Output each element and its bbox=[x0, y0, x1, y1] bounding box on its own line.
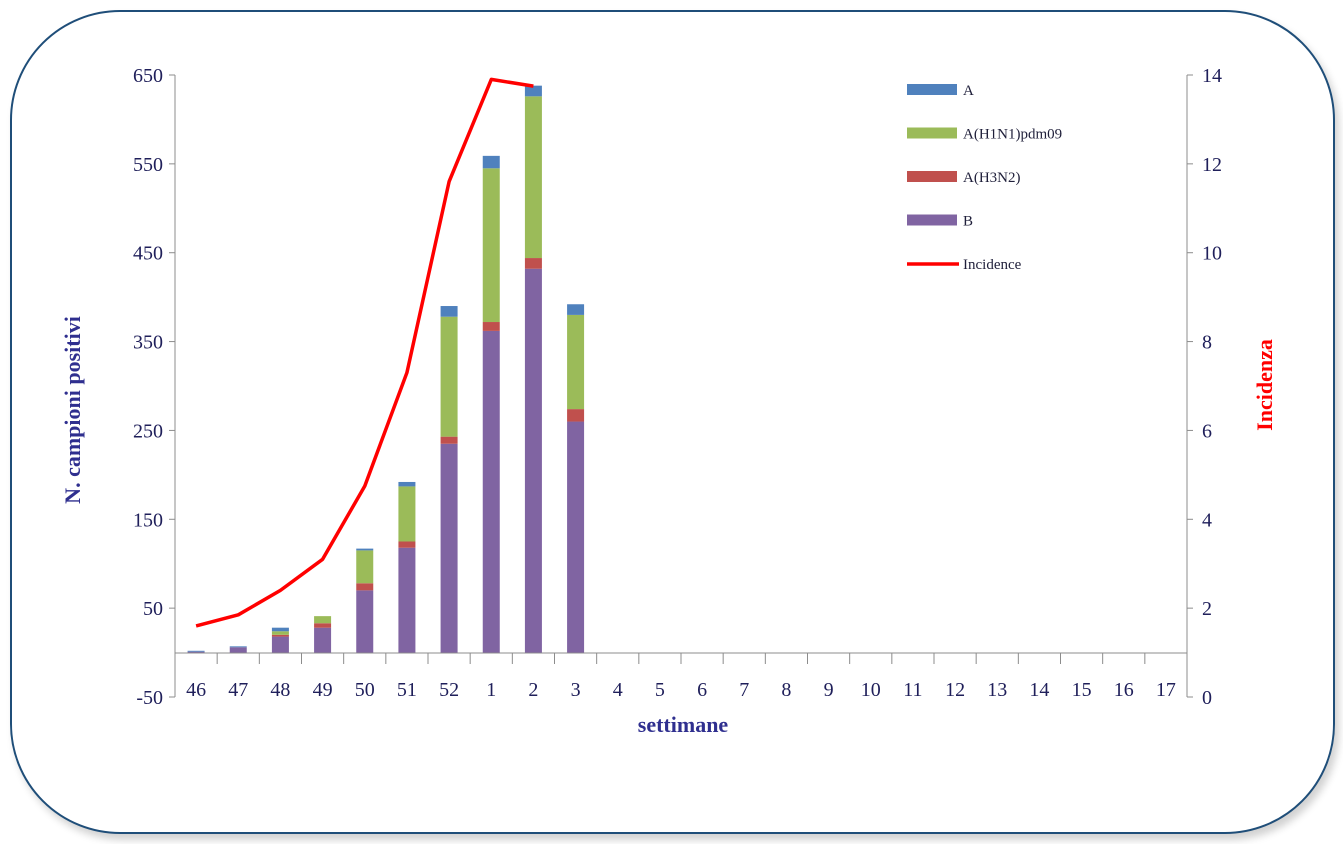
bar-segment bbox=[271, 627, 289, 632]
legend-label: Incidence bbox=[963, 257, 1022, 273]
x-tick-label: 14 bbox=[1029, 679, 1049, 701]
y-axis-title: N. campioni positivi bbox=[60, 316, 85, 504]
axes bbox=[169, 74, 1193, 698]
bar-segment bbox=[440, 443, 458, 653]
y2-tick-label: 6 bbox=[1202, 420, 1212, 442]
bar-segment bbox=[482, 330, 500, 653]
bar-segment bbox=[398, 547, 416, 653]
x-tick-label: 17 bbox=[1156, 679, 1176, 701]
x-tick-label: 4 bbox=[613, 679, 623, 701]
bar-segment bbox=[356, 548, 374, 551]
x-tick-label: 1 bbox=[486, 679, 496, 701]
y2-tick-label: 4 bbox=[1202, 509, 1212, 531]
bar-segment bbox=[440, 306, 458, 317]
y2-tick-label: 10 bbox=[1202, 243, 1222, 265]
y2-tick-label: 2 bbox=[1202, 598, 1212, 620]
bar-segment bbox=[398, 486, 416, 542]
bar-segment bbox=[229, 647, 247, 653]
y-tick-label: 650 bbox=[133, 65, 163, 87]
bar-segment bbox=[314, 623, 332, 628]
x-tick-label: 47 bbox=[228, 679, 248, 701]
incidence-line bbox=[195, 77, 534, 628]
bar-segment bbox=[314, 627, 332, 653]
x-tick-label: 16 bbox=[1114, 679, 1134, 701]
y-tick-label: 550 bbox=[133, 154, 163, 176]
bar-segment bbox=[440, 316, 458, 437]
x-tick-label: 51 bbox=[397, 679, 417, 701]
y-tick-label: 150 bbox=[133, 509, 163, 531]
bar-segment bbox=[524, 268, 542, 653]
bars bbox=[187, 85, 585, 653]
x-tick-label: 50 bbox=[355, 679, 375, 701]
legend-label: A(H3N2) bbox=[963, 170, 1021, 186]
bar-segment bbox=[271, 631, 289, 635]
legend-swatch bbox=[907, 84, 957, 95]
bar-segment bbox=[398, 541, 416, 548]
y2-tick-label: 8 bbox=[1202, 332, 1212, 354]
x-tick-label: 10 bbox=[861, 679, 881, 701]
bar-segment bbox=[440, 436, 458, 444]
x-axis-title: settimane bbox=[638, 712, 729, 737]
legend: A A(H1N1)pdm09 A(H3N2) B Incidence bbox=[907, 83, 1062, 273]
bar-segment bbox=[271, 634, 289, 637]
bar-segment bbox=[567, 409, 585, 422]
bar-segment bbox=[524, 85, 542, 97]
x-tick-label: 8 bbox=[781, 679, 791, 701]
bar-segment bbox=[482, 155, 500, 169]
legend-swatch bbox=[907, 214, 957, 226]
bar-segment bbox=[482, 322, 500, 331]
y-tick-label: 250 bbox=[133, 420, 163, 442]
y2-tick-label: 14 bbox=[1202, 65, 1222, 87]
bar-segment bbox=[229, 646, 247, 648]
y2-tick-label: 0 bbox=[1202, 687, 1212, 709]
bar-segment bbox=[482, 168, 500, 323]
x-tick-label: 46 bbox=[186, 679, 206, 701]
bar-segment bbox=[356, 550, 374, 584]
bar-segment bbox=[524, 96, 542, 259]
x-tick-label: 12 bbox=[945, 679, 965, 701]
bar-segment bbox=[356, 590, 374, 653]
y-tick-label: 50 bbox=[143, 598, 163, 620]
incidence-line-group bbox=[195, 77, 534, 628]
x-tick-label: 13 bbox=[987, 679, 1007, 701]
x-tick-label: 5 bbox=[655, 679, 665, 701]
y-tick-label: -50 bbox=[136, 687, 163, 709]
bar-segment bbox=[271, 636, 289, 653]
x-tick-label: 11 bbox=[903, 679, 922, 701]
bar-segment bbox=[524, 258, 542, 269]
x-tick-label: 52 bbox=[439, 679, 459, 701]
x-tick-label: 2 bbox=[528, 679, 538, 701]
y2-axis-title: Incidenza bbox=[1252, 339, 1277, 431]
bar-segment bbox=[567, 304, 585, 315]
x-tick-label: 7 bbox=[739, 679, 749, 701]
legend-label: A bbox=[963, 83, 974, 99]
legend-label: B bbox=[963, 214, 973, 230]
bar-segment bbox=[398, 481, 416, 487]
x-tick-label: 6 bbox=[697, 679, 707, 701]
chart-frame bbox=[10, 10, 1335, 834]
x-tick-label: 49 bbox=[313, 679, 333, 701]
bar-segment bbox=[356, 583, 374, 591]
x-tick-label: 9 bbox=[824, 679, 834, 701]
legend-swatch bbox=[907, 171, 957, 182]
legend-swatch bbox=[907, 127, 957, 139]
bar-segment bbox=[567, 421, 585, 653]
legend-label: A(H1N1)pdm09 bbox=[963, 127, 1062, 143]
x-tick-label: 3 bbox=[571, 679, 581, 701]
bar-segment bbox=[314, 616, 332, 624]
x-tick-label: 48 bbox=[270, 679, 290, 701]
y2-tick-label: 12 bbox=[1202, 154, 1222, 176]
x-tick-label: 15 bbox=[1072, 679, 1092, 701]
bar-segment bbox=[187, 651, 205, 653]
y-tick-label: 450 bbox=[133, 243, 163, 265]
bar-segment bbox=[187, 650, 205, 652]
bar-segment bbox=[567, 314, 585, 410]
y-tick-label: 350 bbox=[133, 332, 163, 354]
